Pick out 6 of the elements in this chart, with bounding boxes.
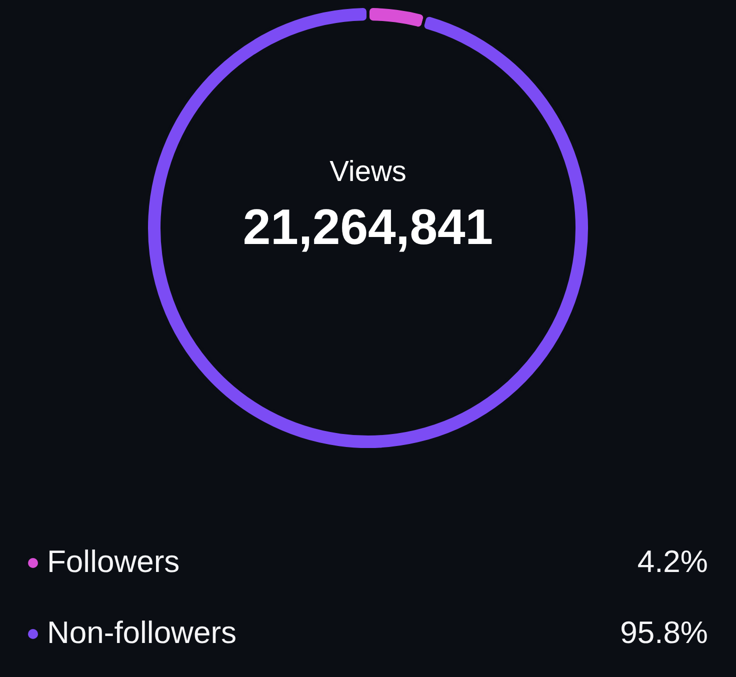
legend-label: Non-followers (47, 615, 237, 651)
data-label: 4.2% (637, 544, 708, 580)
text: 21,264,841 (242, 198, 494, 255)
data-label: 95.8% (620, 615, 708, 651)
text: Views (330, 156, 406, 188)
legend-label: Followers (47, 544, 180, 580)
